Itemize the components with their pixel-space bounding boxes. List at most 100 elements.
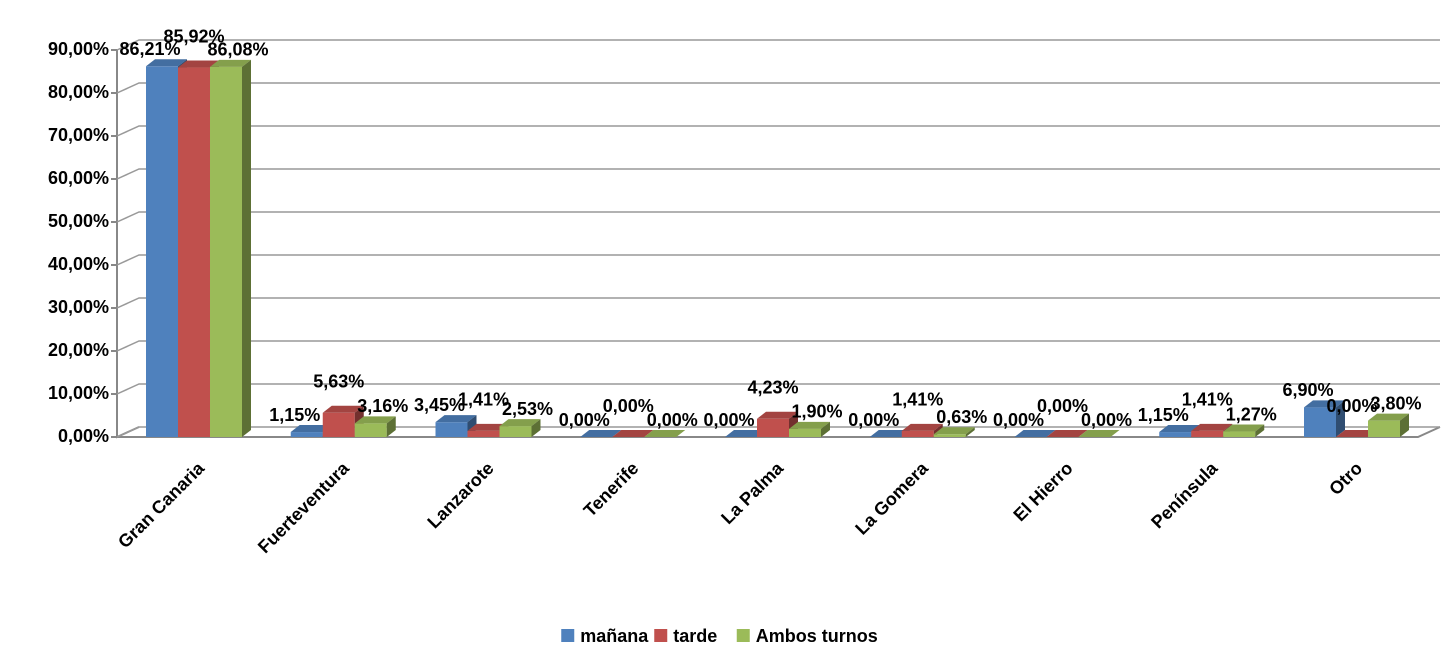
bar-front [789, 428, 821, 437]
y-tick-label: 90,00% [48, 39, 109, 59]
legend-label: mañana [580, 626, 649, 646]
bar-front [146, 66, 178, 437]
bar [1304, 400, 1345, 437]
value-label: 0,00% [559, 410, 610, 430]
value-label: 0,00% [603, 396, 654, 416]
bar-top [1368, 413, 1409, 421]
value-label: 5,63% [313, 372, 364, 392]
bar [1336, 430, 1377, 437]
bar-side [242, 59, 251, 438]
x-tick-label: La Gomera [851, 457, 932, 538]
bar [580, 430, 622, 437]
value-label: 0,00% [703, 410, 754, 430]
bar-top [322, 405, 364, 413]
value-label: 0,00% [993, 410, 1044, 430]
x-tick-label: Fuerteventura [254, 457, 354, 557]
bar-top [869, 430, 911, 437]
value-label: 3,45% [414, 395, 465, 415]
value-label: 2,53% [502, 399, 553, 419]
bar-top [612, 430, 654, 437]
axis-wall [116, 50, 140, 439]
value-label: 0,00% [848, 410, 899, 430]
bar-top [178, 60, 219, 68]
bar-top [580, 430, 622, 437]
value-label: 0,00% [1081, 410, 1132, 430]
legend-label: tarde [673, 626, 717, 646]
bar-side [386, 416, 396, 437]
value-label: 0,00% [1037, 396, 1088, 416]
bar-top [1046, 430, 1088, 437]
y-tick-label: 80,00% [48, 82, 109, 102]
grid-line [116, 168, 1440, 180]
bar [1046, 430, 1088, 437]
bar [789, 421, 830, 437]
value-label: 1,15% [269, 405, 320, 425]
value-label: 86,08% [207, 40, 268, 60]
bar [354, 416, 396, 437]
bar-top [1078, 430, 1120, 437]
bar [612, 430, 654, 437]
grid-line [116, 383, 1440, 395]
bar-side [965, 427, 975, 437]
bar-top [354, 416, 396, 424]
y-tick-label: 10,00% [48, 383, 109, 403]
bar-top [757, 411, 798, 419]
grid-line [116, 211, 1440, 223]
bar-front [290, 432, 323, 437]
grid-line [116, 254, 1440, 266]
bar-top [467, 423, 509, 431]
bar-top [499, 419, 541, 427]
value-label: 0,63% [936, 407, 987, 427]
bar-top [933, 427, 975, 435]
bar-front [322, 412, 355, 437]
bar-side [1255, 424, 1265, 437]
value-label: 4,23% [747, 378, 798, 398]
bar-top [1159, 425, 1201, 433]
value-label: 1,41% [458, 390, 509, 410]
bar-side [1400, 413, 1409, 437]
value-label: 0,00% [647, 410, 698, 430]
bar [210, 59, 251, 438]
value-label: 6,90% [1282, 380, 1333, 400]
grid-line [116, 39, 1440, 51]
bar-front [757, 418, 789, 437]
value-label: 85,92% [163, 26, 224, 46]
bar-front [354, 423, 387, 437]
bar-top [1014, 430, 1056, 437]
bar-top [435, 415, 477, 423]
bar-top [290, 425, 332, 433]
bar-side [821, 421, 830, 437]
x-tick-label: El Hierro [1009, 458, 1076, 525]
bar-front [178, 67, 210, 437]
grid-line [116, 82, 1440, 94]
bar [725, 430, 766, 437]
bar-front [1159, 432, 1192, 437]
x-tick-label: Península [1147, 457, 1222, 532]
bar-top [146, 59, 187, 67]
grid-line [116, 340, 1440, 352]
legend-swatch [736, 629, 750, 642]
x-tick-label: La Palma [717, 457, 788, 528]
bar-front [1304, 407, 1336, 437]
value-label: 3,16% [357, 396, 408, 416]
x-tick-label: Gran Canaria [114, 457, 209, 552]
legend-swatch [654, 629, 668, 642]
bar-front [1368, 420, 1400, 437]
grid-line [116, 426, 1440, 438]
bar-top [1336, 430, 1377, 437]
y-tick-label: 30,00% [48, 297, 109, 317]
floor [117, 426, 1441, 438]
value-label: 1,15% [1138, 405, 1189, 425]
bar-side [1336, 400, 1345, 437]
bar-front [901, 430, 934, 437]
bar-top [1191, 423, 1233, 431]
bar-top [789, 421, 830, 429]
bar [869, 430, 911, 437]
bar [644, 430, 686, 437]
y-tick-label: 40,00% [48, 254, 109, 274]
x-tick-label: Lanzarote [423, 458, 497, 532]
x-tick-label: Tenerife [580, 458, 643, 521]
grid-line [116, 297, 1440, 309]
bar-top [644, 430, 686, 437]
